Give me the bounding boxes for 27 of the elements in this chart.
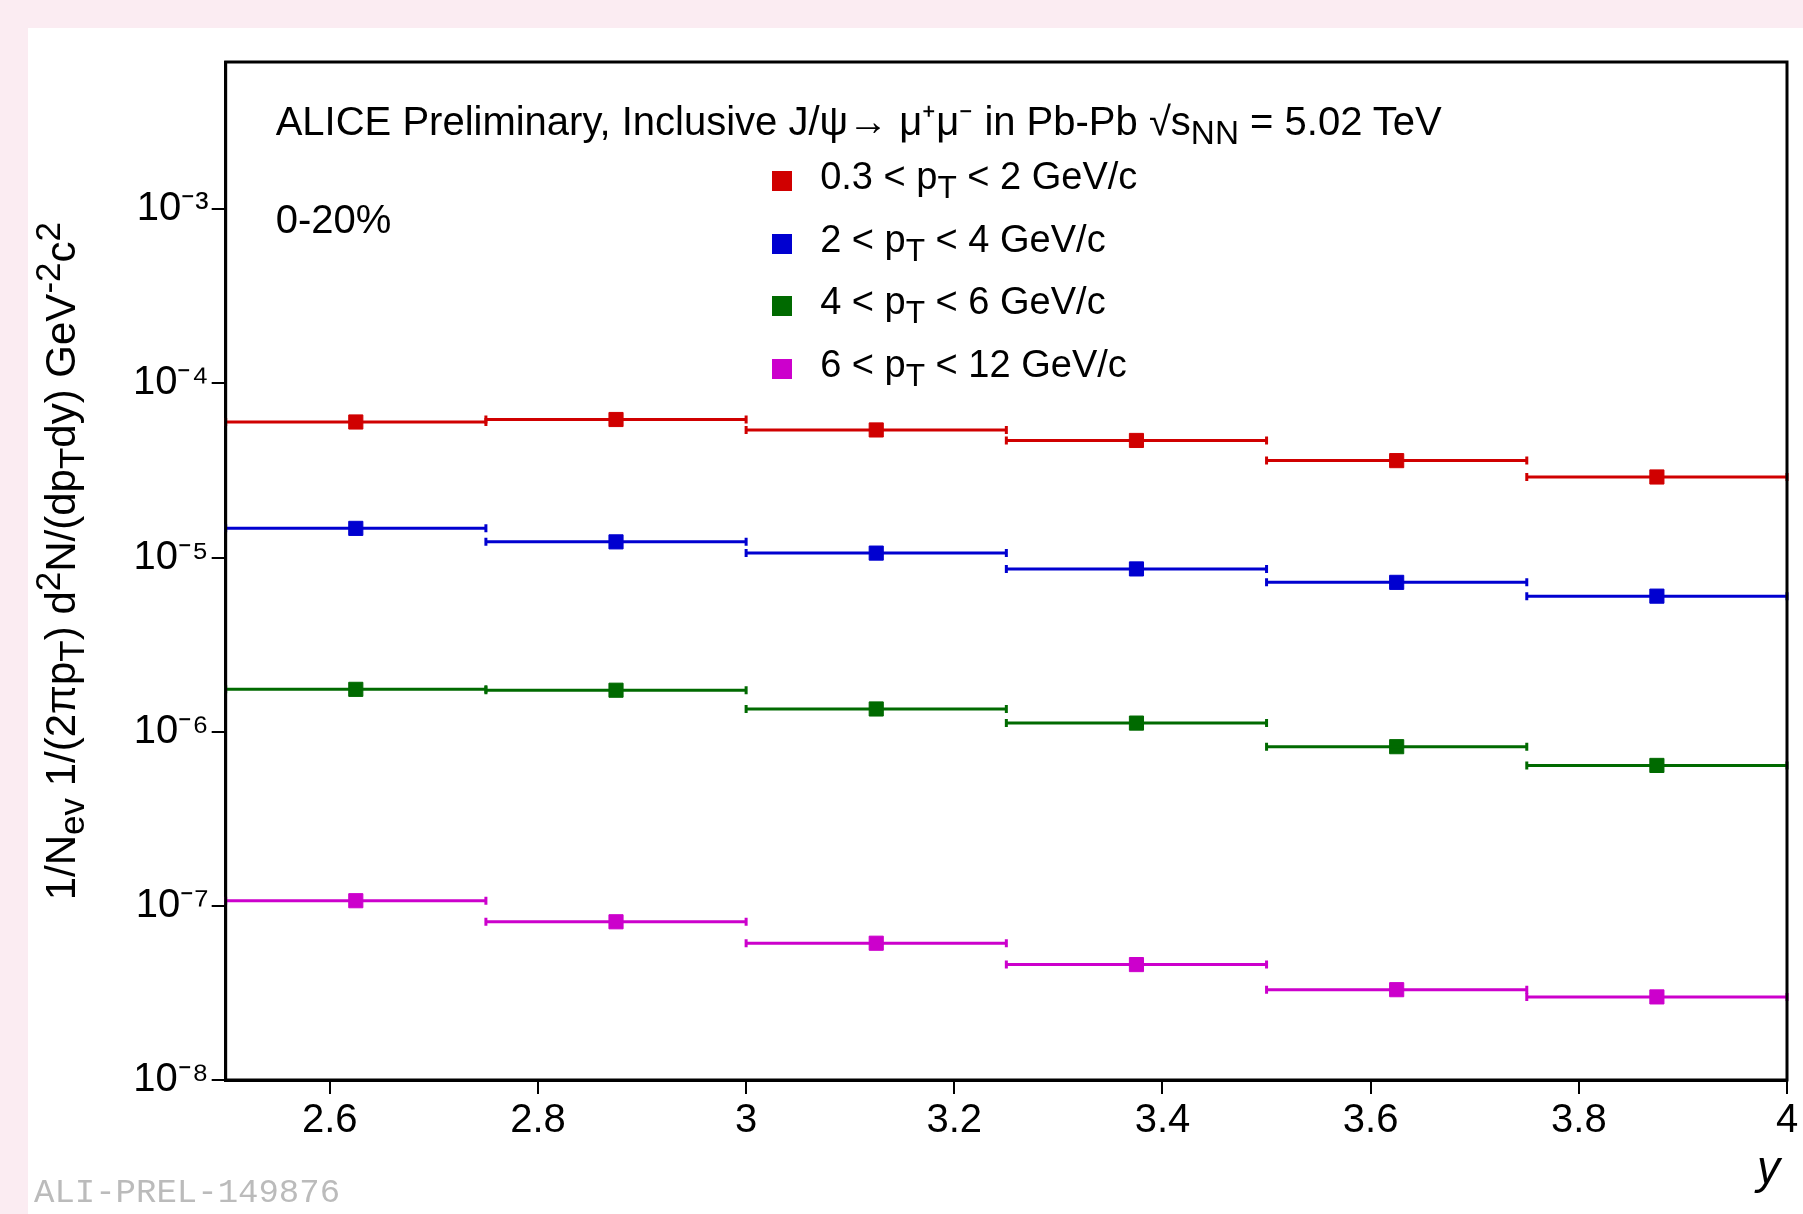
y-tick-label: 10⁻⁶ — [133, 706, 209, 751]
y-tick-label: 10⁻⁷ — [135, 880, 209, 925]
point — [1649, 588, 1665, 604]
point — [348, 414, 364, 430]
legend-label: 4 < p$_{T}$ < 6 GeV/c — [820, 279, 1106, 332]
point — [1649, 469, 1665, 485]
y-tick-label: 10⁻⁸ — [133, 1055, 209, 1100]
x-tick-label: 2.8 — [510, 1096, 566, 1141]
y-tick-label: 10⁻⁵ — [133, 532, 209, 577]
x-tick-label: 3.4 — [1134, 1096, 1191, 1141]
y-tick-label: 10⁻⁴ — [132, 358, 209, 403]
x-tick-label: 4 — [1775, 1096, 1799, 1141]
x-tick-label: 3.2 — [926, 1096, 983, 1141]
legend-label: 0.3 < p$_{T}$ < 2 GeV/c — [820, 154, 1138, 207]
point — [608, 534, 624, 550]
x-tick-label: 2.6 — [301, 1096, 358, 1141]
y-tick-label: 10⁻³ — [136, 184, 209, 229]
x-tick-label: 3 — [734, 1096, 758, 1141]
point — [1649, 989, 1665, 1005]
text: ALI-PREL-149876 — [34, 1174, 341, 1212]
x-tick-label: 3.6 — [1342, 1096, 1399, 1141]
legend-label: 2 < p$_{T}$ < 4 GeV/c — [820, 216, 1106, 270]
annotation: 0-20% — [275, 197, 392, 242]
point — [608, 682, 624, 698]
x-tick-label: 3.8 — [1551, 1096, 1607, 1141]
legend-label: 6 < p$_{T}$ < 12 GeV/c — [820, 341, 1127, 395]
annotation: ALICE Preliminary, Inclusive J/ψ→ μ⁺μ⁻ in Pb-Pb √s$_{NN}$ = 5.02 TeV — [275, 98, 1442, 152]
